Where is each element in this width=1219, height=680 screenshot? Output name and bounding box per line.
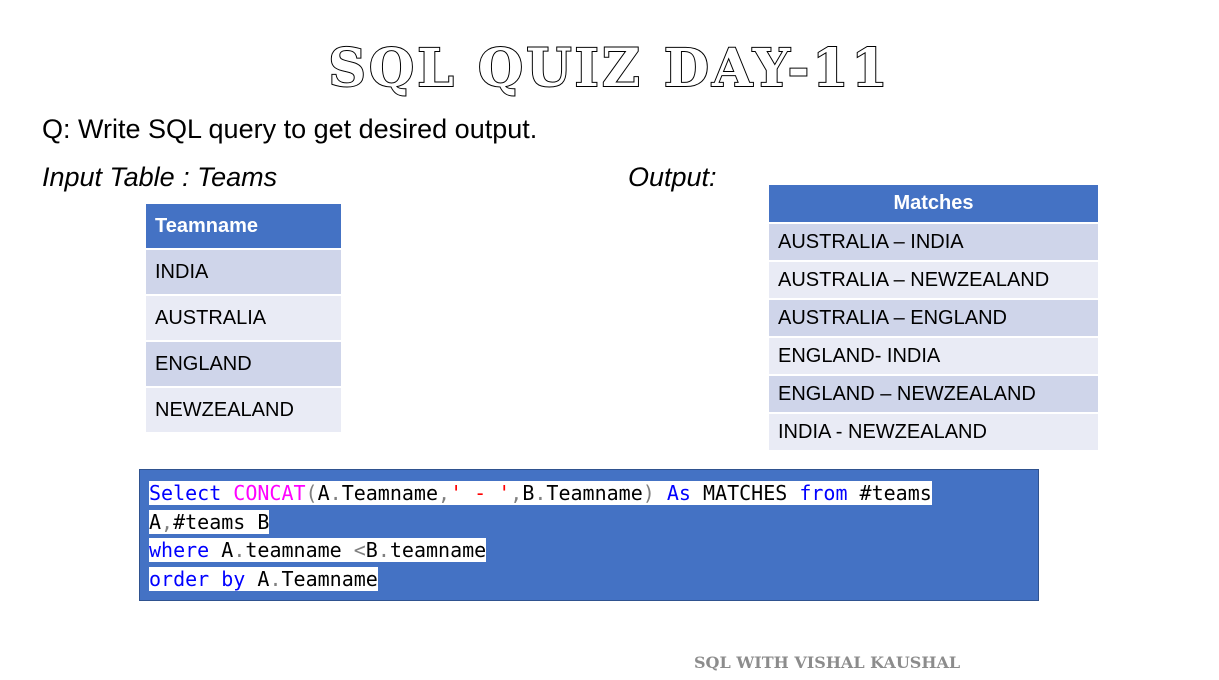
code-token: A [257, 566, 270, 591]
code-token: B [257, 509, 270, 534]
code-token: B [522, 481, 535, 505]
code-token: < [353, 538, 366, 563]
code-line-3: where A.teamname <B.teamname [149, 536, 932, 565]
sql-code-block: Select CONCAT(A.Teamname,' - ',B.Teamnam… [139, 469, 1039, 601]
teams-cell: AUSTRALIA [146, 294, 341, 341]
code-token: ( [305, 481, 318, 505]
code-token: MATCHES [702, 481, 788, 505]
code-token: , [438, 481, 451, 505]
code-token: order [149, 566, 210, 591]
code-token: ) [642, 481, 655, 505]
input-table-label: Input Table : Teams [42, 162, 278, 192]
code-token: B [365, 538, 378, 563]
code-token: ' - ' [450, 481, 511, 505]
code-token: Teamname [546, 481, 643, 505]
matches-cell: ENGLAND – NEWZEALAND [769, 374, 1098, 413]
code-line-4: order by A.Teamname [149, 565, 932, 594]
output-label: Output: [628, 162, 717, 192]
teams-cell: ENGLAND [146, 340, 341, 387]
teams-cell: NEWZEALAND [146, 386, 341, 432]
code-token: by [221, 566, 246, 591]
teams-table: Teamname INDIA AUSTRALIA ENGLAND NEWZEAL… [146, 204, 341, 432]
page-title: SQL QUIZ DAY-11 [327, 37, 891, 100]
code-token: CONCAT [233, 481, 306, 505]
matches-cell: AUSTRALIA – INDIA [769, 222, 1098, 261]
matches-cell: INDIA - NEWZEALAND [769, 412, 1098, 450]
code-token: #teams [173, 509, 246, 534]
code-token: , [161, 509, 174, 534]
matches-cell: AUSTRALIA – NEWZEALAND [769, 260, 1098, 299]
code-token: teamname [245, 538, 342, 563]
teams-header: Teamname [146, 204, 341, 249]
matches-header: Matches [769, 185, 1098, 223]
code-token: #teams [859, 481, 932, 505]
code-token: where [149, 538, 210, 563]
code-token: from [799, 481, 848, 505]
code-token: , [510, 481, 523, 505]
code-token: A [149, 509, 162, 534]
code-token: . [534, 481, 547, 505]
code-token: Teamname [281, 566, 378, 591]
code-token: . [233, 538, 246, 563]
teams-cell: INDIA [146, 248, 341, 295]
code-token: . [377, 538, 390, 563]
code-token: . [329, 481, 342, 505]
matches-cell: AUSTRALIA – ENGLAND [769, 298, 1098, 337]
question-text: Q: Write SQL query to get desired output… [42, 114, 538, 144]
matches-table: Matches AUSTRALIA – INDIA AUSTRALIA – NE… [769, 185, 1098, 450]
code-line-1: Select CONCAT(A.Teamname,' - ',B.Teamnam… [149, 479, 932, 508]
matches-cell: ENGLAND- INDIA [769, 336, 1098, 375]
code-token: A [221, 538, 234, 563]
code-token: Select [149, 481, 222, 505]
code-token: Teamname [341, 481, 439, 505]
code-line-2: A,#teams B [149, 508, 932, 537]
code-token: As [666, 481, 691, 505]
code-token: teamname [389, 538, 487, 563]
code-token: A [317, 481, 330, 505]
code-token: . [269, 566, 282, 591]
footer-credit: SQL WITH VISHAL KAUSHAL [694, 653, 961, 672]
sql-code: Select CONCAT(A.Teamname,' - ',B.Teamnam… [149, 479, 932, 593]
